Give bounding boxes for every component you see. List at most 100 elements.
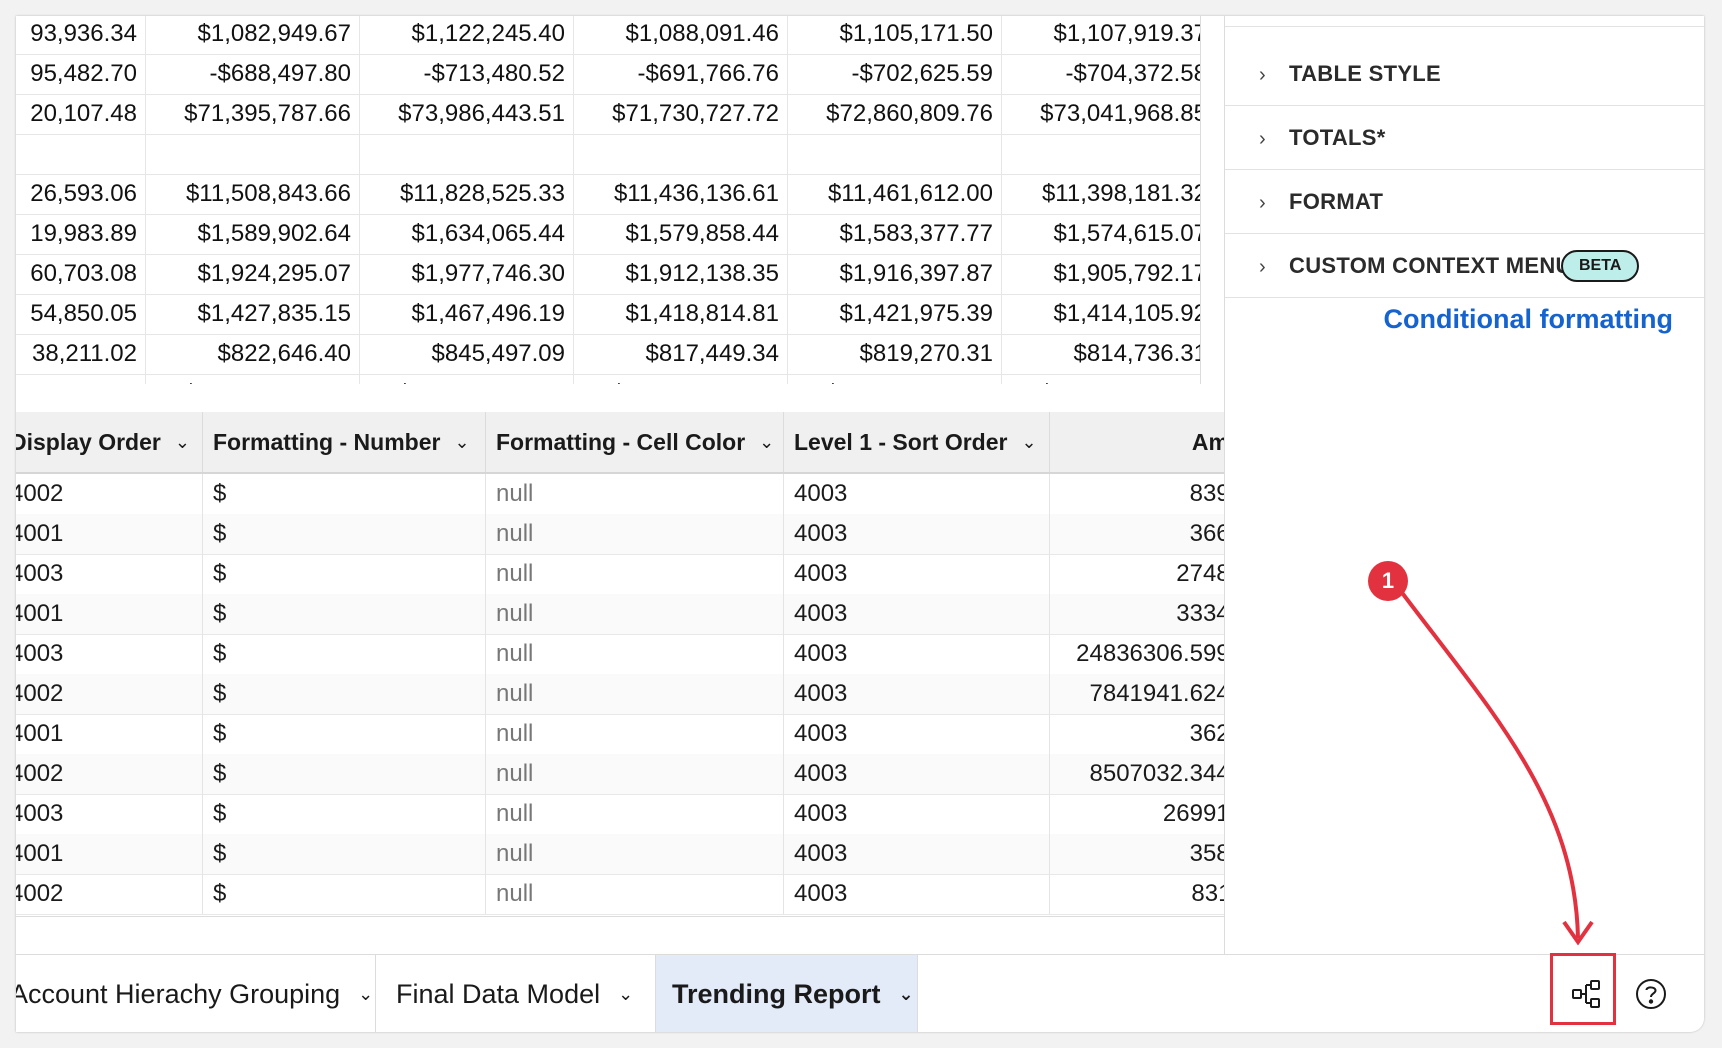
- pivot-cell[interactable]: $1,107,919.37: [1002, 16, 1200, 54]
- section-totals[interactable]: › TOTALS*: [1225, 106, 1704, 170]
- table-cell[interactable]: $: [203, 514, 486, 554]
- pivot-cell[interactable]: $17,202,633.34: [788, 374, 1002, 384]
- pivot-cell[interactable]: $845,497.09: [360, 334, 574, 374]
- pivot-cell[interactable]: 95,482.70: [16, 54, 146, 94]
- pivot-cell[interactable]: $1,579,858.44: [574, 214, 788, 254]
- column-header[interactable]: Formatting - Cell Color ⌄: [486, 412, 784, 472]
- tab-account-hierachy-grouping[interactable]: Account Hierachy Grouping ⌄: [16, 955, 376, 1032]
- chevron-down-icon[interactable]: ⌄: [174, 432, 190, 452]
- pivot-cell[interactable]: $1,088,091.46: [574, 16, 788, 54]
- pivot-cell[interactable]: 19,983.89: [16, 214, 146, 254]
- chevron-down-icon[interactable]: ⌄: [358, 984, 374, 1004]
- table-cell[interactable]: 4003: [16, 554, 203, 594]
- chevron-down-icon[interactable]: ⌄: [759, 432, 775, 452]
- pivot-cell[interactable]: $17,753,330.35: [360, 374, 574, 384]
- chevron-down-icon[interactable]: ⌄: [898, 984, 914, 1004]
- pivot-cell[interactable]: $1,977,746.30: [360, 254, 574, 294]
- pivot-cell[interactable]: -$702,625.59: [788, 54, 1002, 94]
- table-cell[interactable]: 4003: [16, 634, 203, 674]
- pivot-cell[interactable]: 26,593.06: [16, 174, 146, 214]
- pivot-cell[interactable]: $814,736.31: [1002, 334, 1200, 374]
- table-cell[interactable]: null: [486, 594, 784, 634]
- pivot-cell[interactable]: $1,418,814.81: [574, 294, 788, 334]
- table-cell[interactable]: null: [486, 834, 784, 874]
- chevron-down-icon[interactable]: ⌄: [618, 984, 634, 1004]
- table-cell[interactable]: null: [486, 674, 784, 714]
- section-table-style[interactable]: › TABLE STYLE: [1225, 42, 1704, 106]
- table-cell[interactable]: 24836306.5999: [1050, 634, 1224, 674]
- column-header[interactable]: Amo: [1050, 412, 1224, 472]
- pivot-cell[interactable]: 00,341.10: [16, 374, 146, 384]
- table-cell[interactable]: 33345: [1050, 594, 1224, 634]
- pivot-cell[interactable]: $73,041,968.85: [1002, 94, 1200, 134]
- pivot-cell[interactable]: 54,850.05: [16, 294, 146, 334]
- table-cell[interactable]: $: [203, 754, 486, 794]
- pivot-cell[interactable]: $1,634,065.44: [360, 214, 574, 254]
- table-cell[interactable]: 4002: [16, 474, 203, 514]
- column-header[interactable]: Formatting - Number ⌄: [203, 412, 486, 472]
- pivot-cell[interactable]: [360, 134, 574, 174]
- pivot-cell[interactable]: $1,414,105.92: [1002, 294, 1200, 334]
- pivot-cell[interactable]: $1,924,295.07: [146, 254, 360, 294]
- pivot-cell[interactable]: $17,273,522.93: [146, 374, 360, 384]
- pivot-cell[interactable]: $1,912,138.35: [574, 254, 788, 294]
- pivot-cell[interactable]: $1,082,949.67: [146, 16, 360, 54]
- pivot-cell[interactable]: $817,449.34: [574, 334, 788, 374]
- pivot-cell[interactable]: 60,703.08: [16, 254, 146, 294]
- pivot-cell[interactable]: $1,105,171.50: [788, 16, 1002, 54]
- table-cell[interactable]: 269915: [1050, 794, 1224, 834]
- pivot-cell[interactable]: $819,270.31: [788, 334, 1002, 374]
- table-cell[interactable]: $: [203, 474, 486, 514]
- table-cell[interactable]: $: [203, 794, 486, 834]
- pivot-cell[interactable]: -$704,372.58: [1002, 54, 1200, 94]
- table-cell[interactable]: null: [486, 474, 784, 514]
- table-cell[interactable]: null: [486, 874, 784, 914]
- pivot-cell[interactable]: [1002, 134, 1200, 174]
- table-cell[interactable]: $: [203, 834, 486, 874]
- pivot-cell[interactable]: $11,508,843.66: [146, 174, 360, 214]
- pivot-cell[interactable]: $1,122,245.40: [360, 16, 574, 54]
- table-cell[interactable]: 8311: [1050, 874, 1224, 914]
- table-cell[interactable]: 4003: [784, 594, 1050, 634]
- pivot-cell[interactable]: $1,589,902.64: [146, 214, 360, 254]
- table-cell[interactable]: 4003: [784, 674, 1050, 714]
- help-icon[interactable]: [1630, 973, 1672, 1015]
- table-cell[interactable]: $: [203, 554, 486, 594]
- table-cell[interactable]: $: [203, 714, 486, 754]
- table-cell[interactable]: 4003: [784, 474, 1050, 514]
- table-cell[interactable]: 8390: [1050, 474, 1224, 514]
- table-cell[interactable]: 4003: [784, 834, 1050, 874]
- table-cell[interactable]: 27484: [1050, 554, 1224, 594]
- table-cell[interactable]: null: [486, 514, 784, 554]
- pivot-cell[interactable]: -$691,766.76: [574, 54, 788, 94]
- pivot-cell[interactable]: $1,905,792.17: [1002, 254, 1200, 294]
- pivot-cell[interactable]: $1,427,835.15: [146, 294, 360, 334]
- pivot-cell[interactable]: $11,828,525.33: [360, 174, 574, 214]
- pivot-cell[interactable]: -$688,497.80: [146, 54, 360, 94]
- pivot-cell[interactable]: 93,936.34: [16, 16, 146, 54]
- section-custom-context-menu[interactable]: › CUSTOM CONTEXT MENU BETA: [1225, 234, 1704, 298]
- pivot-cell[interactable]: $1,583,377.77: [788, 214, 1002, 254]
- pivot-cell[interactable]: [16, 134, 146, 174]
- pivot-cell[interactable]: $71,730,727.72: [574, 94, 788, 134]
- table-cell[interactable]: 4003: [784, 634, 1050, 674]
- pivot-cell[interactable]: -$713,480.52: [360, 54, 574, 94]
- chevron-down-icon[interactable]: ⌄: [1021, 432, 1037, 452]
- chevron-down-icon[interactable]: ⌄: [454, 432, 470, 452]
- pivot-cell[interactable]: 20,107.48: [16, 94, 146, 134]
- lineage-icon[interactable]: [1566, 973, 1608, 1015]
- table-cell[interactable]: 3660: [1050, 514, 1224, 554]
- table-cell[interactable]: 7841941.6249: [1050, 674, 1225, 714]
- table-cell[interactable]: 3585: [1050, 834, 1224, 874]
- table-cell[interactable]: 4002: [16, 674, 203, 714]
- table-cell[interactable]: null: [486, 554, 784, 594]
- table-cell[interactable]: 4003: [784, 874, 1050, 914]
- pivot-cell[interactable]: $1,467,496.19: [360, 294, 574, 334]
- conditional-formatting-link[interactable]: Conditional formatting: [1383, 304, 1673, 334]
- table-cell[interactable]: $: [203, 634, 486, 674]
- pivot-cell[interactable]: $17,164,397.55: [574, 374, 788, 384]
- pivot-cell[interactable]: [788, 134, 1002, 174]
